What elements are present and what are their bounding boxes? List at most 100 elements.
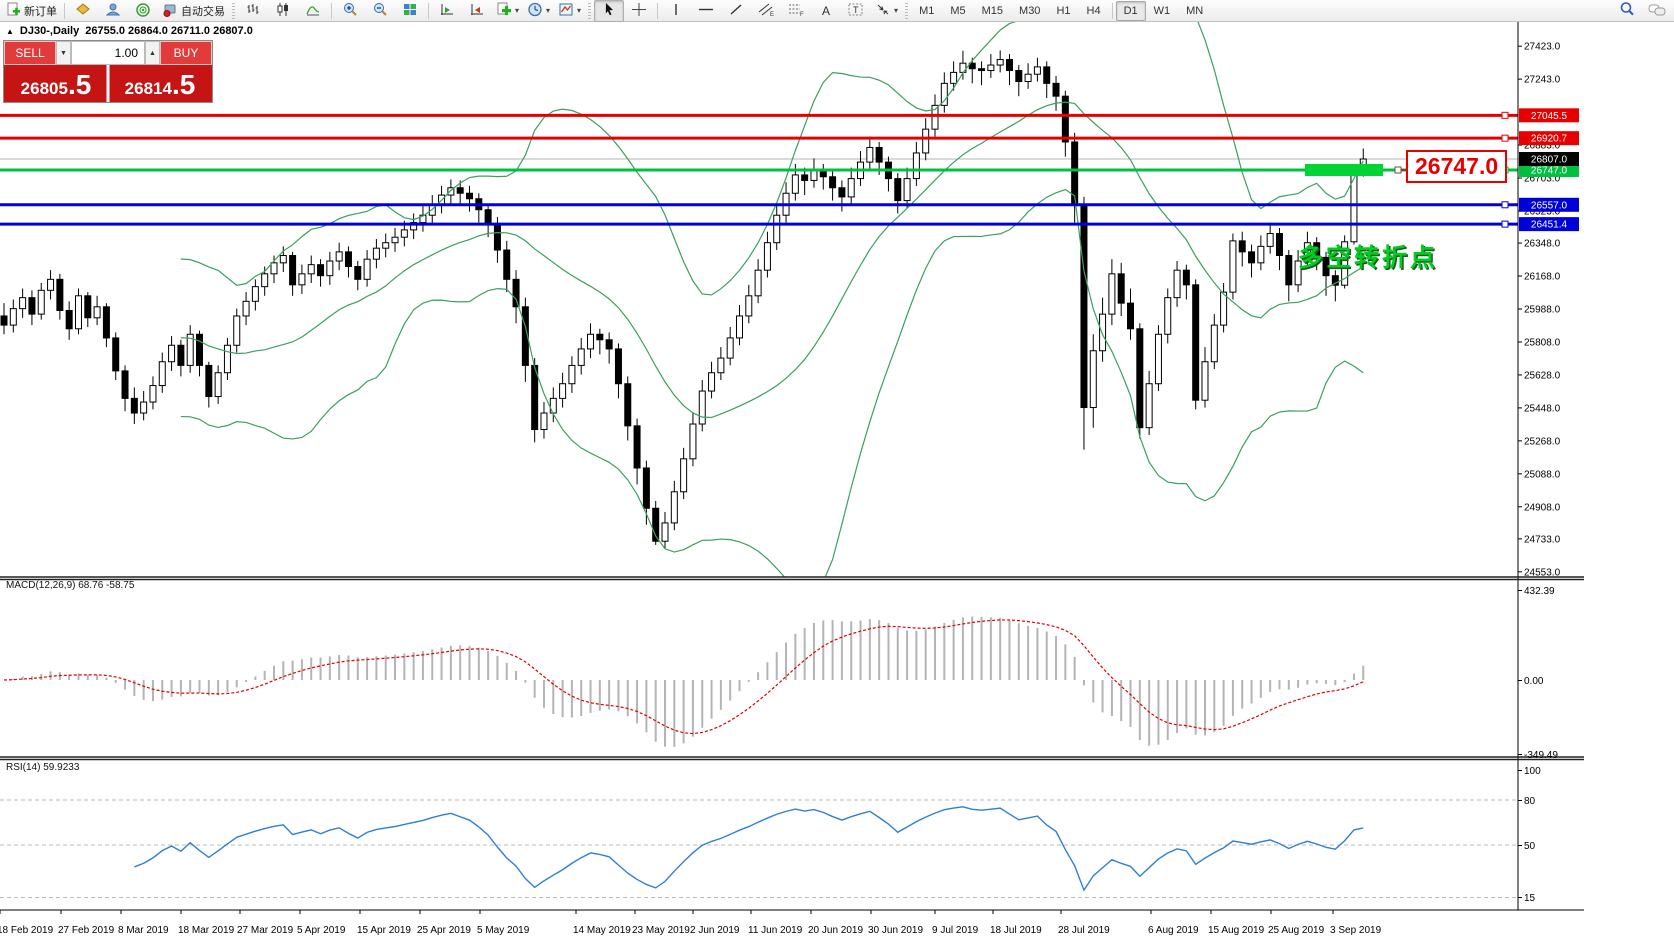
channel-tool-button[interactable]: E xyxy=(751,0,781,22)
buy-button[interactable]: BUY xyxy=(160,41,212,65)
candle-body xyxy=(559,383,567,399)
zoom-out-button[interactable] xyxy=(365,0,395,22)
price-chip-label: 27045.5 xyxy=(1531,111,1568,122)
toolbar-grip xyxy=(588,2,592,19)
fibonacci-tool-button[interactable]: F xyxy=(781,0,811,22)
navigator-button[interactable] xyxy=(98,0,128,22)
line-handle[interactable] xyxy=(1501,220,1509,228)
volume-decrease-button[interactable]: ▼ xyxy=(56,41,71,65)
main-price-pane[interactable] xyxy=(0,0,1518,593)
volume-increase-button[interactable]: ▲ xyxy=(145,41,160,65)
date-label: 28 Jul 2019 xyxy=(1058,925,1110,936)
candle-body xyxy=(912,152,920,180)
candle-body xyxy=(410,222,418,231)
date-label: 18 Jul 2019 xyxy=(990,925,1042,936)
candle-body xyxy=(1043,66,1051,84)
timeframe-W1[interactable]: W1 xyxy=(1153,4,1171,17)
sell-price[interactable]: 26805 .5 xyxy=(4,65,108,102)
collapse-triangle-icon[interactable]: ▲ xyxy=(6,26,14,36)
candle-body xyxy=(633,425,641,469)
arrange-left-button[interactable] xyxy=(432,0,462,22)
date-axis[interactable]: 18 Feb 2019 27 Feb 2019 8 Mar 2019 18 Mar 2… xyxy=(0,910,1382,936)
market-watch-button[interactable] xyxy=(68,0,98,22)
arrows-tool-button[interactable]: ▾ xyxy=(871,0,902,22)
candle-body xyxy=(1210,324,1218,363)
rsi-axis-label: 100 xyxy=(1524,766,1541,777)
new-order-button[interactable]: 新订单 xyxy=(2,0,61,22)
text-label-tool-button[interactable]: T xyxy=(841,0,871,22)
chart-profile-button[interactable]: ▾ xyxy=(554,0,585,22)
candlestick-chart-button[interactable] xyxy=(268,0,298,22)
auto-trading-button[interactable]: 自动交易 xyxy=(158,0,229,22)
candle-body xyxy=(177,344,185,366)
candle-body xyxy=(614,348,622,385)
horizontal-line-tool-button[interactable] xyxy=(691,0,721,22)
candle-body xyxy=(84,295,92,319)
buy-price[interactable]: 26814 .5 xyxy=(108,65,212,102)
date-label: 27 Feb 2019 xyxy=(58,925,115,936)
timeframe-M30[interactable]: M30 xyxy=(1019,4,1041,17)
arrange-right-button[interactable] xyxy=(462,0,492,22)
line-handle[interactable] xyxy=(1501,111,1509,119)
candle-body xyxy=(1005,59,1013,72)
candle-body xyxy=(456,187,464,194)
line-handle[interactable] xyxy=(1501,134,1509,142)
text-tool-button[interactable]: A xyxy=(811,0,841,22)
sell-button[interactable]: SELL xyxy=(4,41,56,65)
add-indicator-button[interactable]: ▾ xyxy=(492,0,523,22)
timeframe-MN[interactable]: MN xyxy=(1186,4,1204,17)
vertical-line-tool-button[interactable] xyxy=(661,0,691,22)
volume-input[interactable]: 1.00 xyxy=(71,41,145,65)
candle-body xyxy=(642,467,650,509)
price-axis[interactable]: 27423.0 27243.0 26883.0 26703.0 26523.0 26348… xyxy=(0,22,1584,911)
candle-body xyxy=(1127,302,1135,330)
candle-body xyxy=(1099,313,1107,352)
svg-text:E: E xyxy=(770,12,774,17)
price-callout-label[interactable]: 26747.0 xyxy=(1406,150,1508,183)
bar-chart-button[interactable] xyxy=(238,0,268,22)
candle-body xyxy=(205,364,213,398)
price-tick-label: 26703.0 xyxy=(1524,174,1561,185)
candle-body xyxy=(996,59,1004,66)
candle-body xyxy=(735,315,743,339)
line-chart-button[interactable] xyxy=(298,0,328,22)
candle-body xyxy=(875,146,883,163)
candle-body xyxy=(1080,203,1088,409)
timeframe-H1[interactable]: H1 xyxy=(1056,4,1071,17)
rsi-pane[interactable] xyxy=(0,799,1518,898)
timeframe-D1[interactable]: D1 xyxy=(1115,0,1146,21)
cursor-tool-button[interactable] xyxy=(594,0,625,22)
trendline-tool-button[interactable] xyxy=(721,0,751,22)
tile-windows-button[interactable] xyxy=(395,0,425,22)
toolbar: 新订单 自动交易 ▾ ▾ ▾ xyxy=(0,0,1674,22)
timeframe-M5[interactable]: M5 xyxy=(950,4,966,17)
timeframe-M1[interactable]: M1 xyxy=(919,4,935,17)
trendline-icon xyxy=(728,2,744,20)
timeframe-H4[interactable]: H4 xyxy=(1086,4,1101,17)
text-label-icon: T xyxy=(847,2,865,20)
toolbar-separator xyxy=(428,2,429,19)
chat-button[interactable] xyxy=(1642,0,1672,22)
crosshair-tool-button[interactable] xyxy=(624,0,654,22)
line-handle[interactable] xyxy=(1501,201,1509,209)
zoom-in-button[interactable] xyxy=(335,0,365,22)
candle-body xyxy=(279,255,287,264)
candle-body xyxy=(698,390,706,425)
terminal-button[interactable] xyxy=(128,0,158,22)
toolbar-separator xyxy=(64,2,65,19)
candle-body xyxy=(214,372,222,398)
bar-chart-icon xyxy=(245,2,261,20)
period-button[interactable]: ▾ xyxy=(523,0,554,22)
timeframe-M15[interactable]: M15 xyxy=(981,4,1004,17)
callout-anchor-handle[interactable] xyxy=(1394,166,1402,174)
candle-body xyxy=(1248,251,1256,264)
candle-body xyxy=(1331,275,1339,286)
candle-body xyxy=(1015,70,1023,83)
macd-pane[interactable] xyxy=(3,616,1365,747)
candle-body xyxy=(1275,233,1283,257)
highlight-bar[interactable] xyxy=(1305,163,1383,176)
search-button[interactable] xyxy=(1612,0,1642,22)
turning-point-note[interactable]: 多空转折点 xyxy=(1298,244,1439,272)
price-tick-label: 24733.0 xyxy=(1524,534,1561,545)
